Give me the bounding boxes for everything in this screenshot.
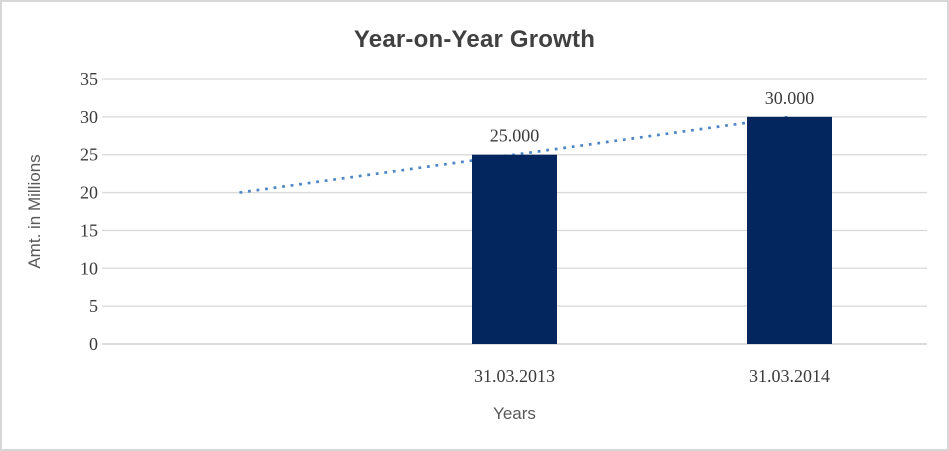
y-axis-title: Amt. in Millions	[25, 154, 44, 268]
y-tick-label: 20	[80, 183, 98, 203]
y-tick-label: 10	[80, 258, 98, 278]
y-tick-label: 35	[80, 69, 98, 89]
chart-title: Year-on-Year Growth	[353, 26, 596, 53]
x-axis-title: Years	[493, 404, 536, 423]
y-tick-label: 30	[80, 107, 98, 127]
bar	[747, 116, 832, 344]
bar-data-label: 30.000	[765, 88, 815, 108]
bar	[472, 154, 557, 344]
y-tick-label: 0	[89, 334, 98, 354]
x-tick-label: 31.03.2013	[474, 366, 555, 386]
y-tick-label: 15	[80, 220, 98, 240]
bar-data-label: 25.000	[490, 126, 540, 146]
y-tick-label: 25	[80, 145, 98, 165]
x-tick-label: 31.03.2014	[749, 366, 830, 386]
y-tick-label: 5	[89, 296, 98, 316]
